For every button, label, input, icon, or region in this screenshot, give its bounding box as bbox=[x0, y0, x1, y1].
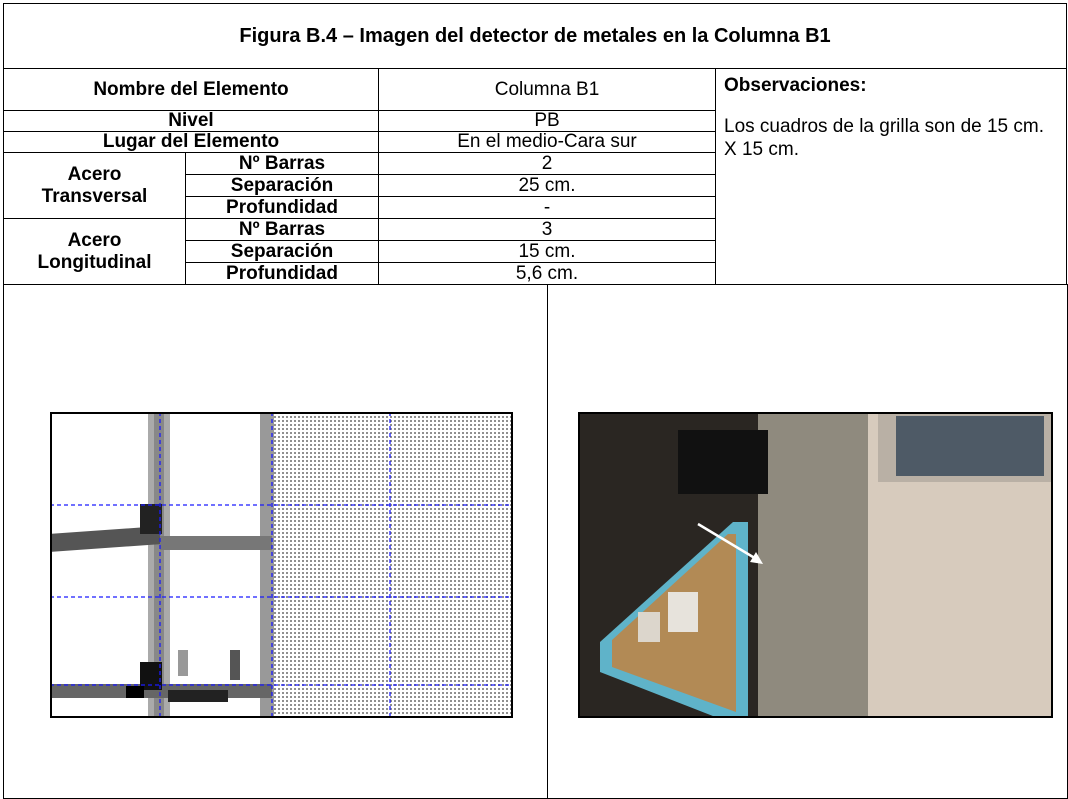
sub-value: 5,6 cm. bbox=[378, 262, 716, 285]
row-label: Nombre del Elemento bbox=[3, 68, 379, 111]
sub-value: 15 cm. bbox=[378, 240, 716, 263]
row-label: Nivel bbox=[3, 110, 379, 132]
observations-heading: Observaciones: bbox=[724, 75, 867, 96]
site-photo bbox=[578, 412, 1053, 718]
group-label-text: Acero Longitudinal bbox=[37, 229, 152, 273]
sub-label: Profundidad bbox=[185, 196, 379, 219]
row-label: Lugar del Elemento bbox=[3, 131, 379, 153]
sub-label: Separación bbox=[185, 174, 379, 197]
sub-value: 2 bbox=[378, 152, 716, 175]
group-label: Acero Longitudinal bbox=[3, 218, 186, 285]
group-label-text: Acero Transversal bbox=[41, 163, 148, 207]
sub-value: - bbox=[378, 196, 716, 219]
observations-text: Los cuadros de la grilla son de 15 cm. X… bbox=[724, 116, 1045, 160]
sub-label: Separación bbox=[185, 240, 379, 263]
observations-cell: Observaciones: Los cuadros de la grilla … bbox=[715, 68, 1067, 285]
sub-value: 3 bbox=[378, 218, 716, 241]
row-value: Columna B1 bbox=[378, 68, 716, 111]
figure-title: Figura B.4 – Imagen del detector de meta… bbox=[3, 3, 1067, 69]
row-value: En el medio-Cara sur bbox=[378, 131, 716, 153]
row-value: PB bbox=[378, 110, 716, 132]
sub-label: Nº Barras bbox=[185, 218, 379, 241]
sub-value: 25 cm. bbox=[378, 174, 716, 197]
group-label: Acero Transversal bbox=[3, 152, 186, 219]
sub-label: Nº Barras bbox=[185, 152, 379, 175]
detector-image bbox=[50, 412, 513, 718]
sub-label: Profundidad bbox=[185, 262, 379, 285]
